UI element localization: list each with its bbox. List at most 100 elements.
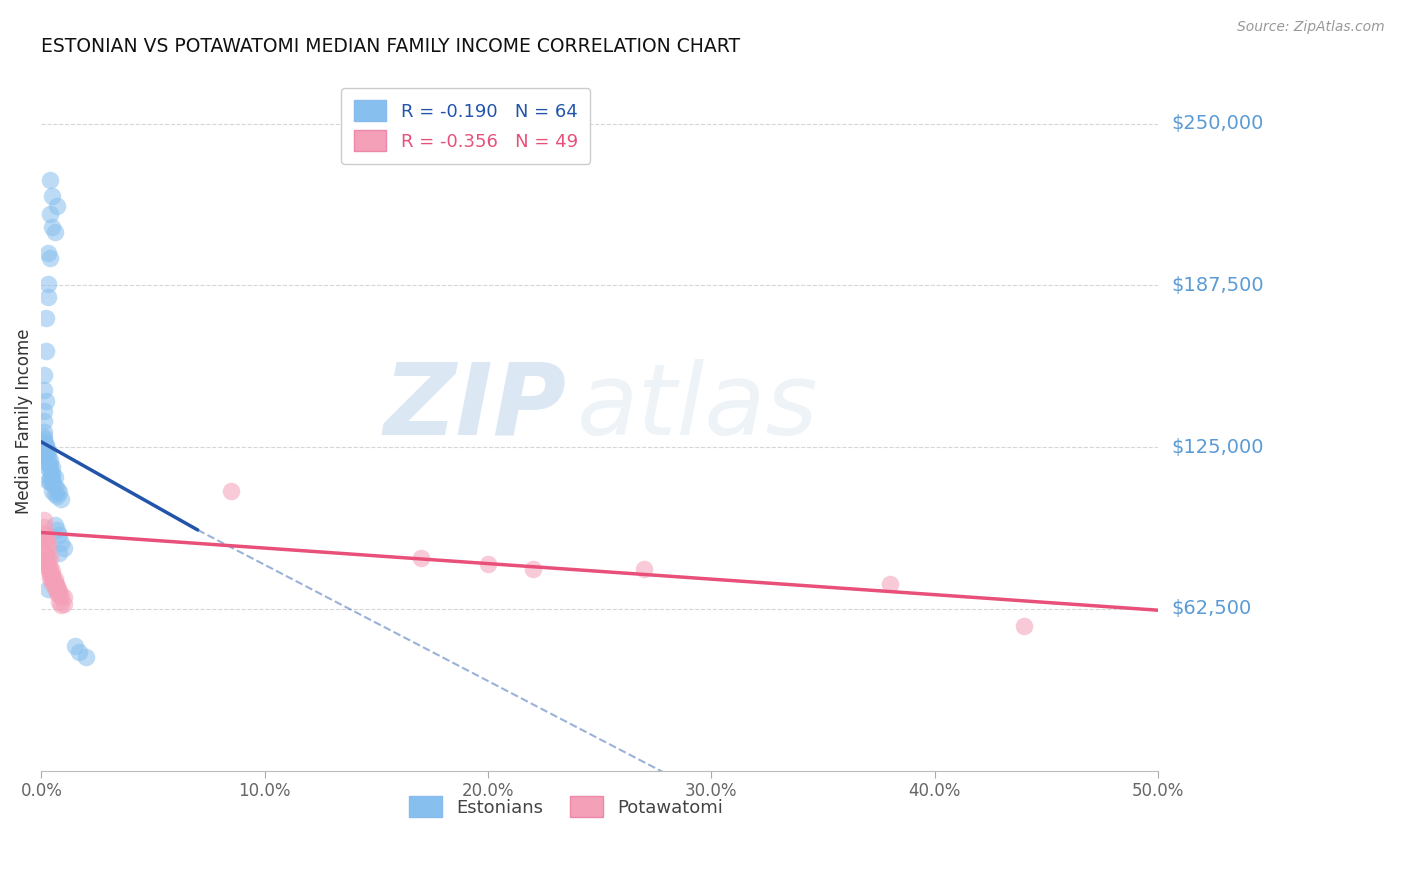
Point <box>39 551 62 566</box>
Point <box>409 551 432 566</box>
Point <box>37 562 59 576</box>
Point <box>44 577 66 591</box>
Point <box>67 645 90 659</box>
Point <box>219 484 242 499</box>
Text: ZIP: ZIP <box>384 359 567 456</box>
Point <box>37 450 59 465</box>
Point <box>52 541 75 555</box>
Point <box>39 471 62 485</box>
Point <box>44 572 66 586</box>
Point <box>44 517 66 532</box>
Point <box>44 225 66 239</box>
Point <box>41 189 63 203</box>
Point <box>35 531 58 545</box>
Point <box>35 344 58 359</box>
Point <box>46 523 69 537</box>
Point <box>48 546 70 560</box>
Text: Source: ZipAtlas.com: Source: ZipAtlas.com <box>1237 20 1385 34</box>
Text: ESTONIAN VS POTAWATOMI MEDIAN FAMILY INCOME CORRELATION CHART: ESTONIAN VS POTAWATOMI MEDIAN FAMILY INC… <box>41 37 741 56</box>
Point <box>35 393 58 408</box>
Point <box>44 574 66 589</box>
Point <box>35 439 58 453</box>
Point <box>48 583 70 598</box>
Point <box>37 541 59 555</box>
Point <box>39 207 62 221</box>
Point <box>32 414 55 428</box>
Point <box>39 251 62 265</box>
Point <box>48 588 70 602</box>
Point <box>41 569 63 583</box>
Point <box>37 536 59 550</box>
Point <box>37 290 59 304</box>
Point <box>52 591 75 605</box>
Point <box>41 576 63 591</box>
Point <box>39 453 62 467</box>
Point <box>35 437 58 451</box>
Point <box>35 449 58 463</box>
Point <box>32 525 55 540</box>
Point <box>37 457 59 471</box>
Point <box>41 459 63 474</box>
Point <box>35 554 58 568</box>
Y-axis label: Median Family Income: Median Family Income <box>15 328 32 514</box>
Point <box>37 246 59 260</box>
Point <box>32 445 55 459</box>
Point <box>32 425 55 439</box>
Point <box>39 566 62 581</box>
Point <box>37 444 59 458</box>
Point <box>46 489 69 503</box>
Point <box>51 589 73 603</box>
Text: $125,000: $125,000 <box>1171 438 1264 457</box>
Point <box>41 476 63 491</box>
Point <box>32 368 55 382</box>
Point <box>41 473 63 487</box>
Point <box>63 640 86 654</box>
Point <box>35 310 58 325</box>
Point <box>522 562 544 576</box>
Text: atlas: atlas <box>578 359 818 456</box>
Point <box>75 649 97 664</box>
Point <box>41 565 63 579</box>
Point <box>35 546 58 560</box>
Point <box>39 458 62 473</box>
Point <box>41 466 63 480</box>
Point <box>46 580 69 594</box>
Text: $62,500: $62,500 <box>1171 599 1253 618</box>
Point <box>44 486 66 500</box>
Point <box>46 586 69 600</box>
Point <box>32 404 55 418</box>
Point <box>37 277 59 291</box>
Point <box>35 448 58 462</box>
Point <box>35 558 58 572</box>
Point <box>32 434 55 449</box>
Point <box>37 456 59 470</box>
Point <box>32 383 55 397</box>
Point <box>35 442 58 457</box>
Point <box>35 533 58 548</box>
Point <box>39 463 62 477</box>
Point <box>41 468 63 483</box>
Point <box>32 520 55 534</box>
Point <box>44 479 66 493</box>
Point <box>35 446 58 460</box>
Point <box>48 595 70 609</box>
Point <box>39 560 62 574</box>
Point <box>39 566 62 580</box>
Point <box>39 571 62 585</box>
Point <box>41 220 63 235</box>
Point <box>46 482 69 496</box>
Point <box>41 568 63 582</box>
Point <box>32 543 55 558</box>
Point <box>48 528 70 542</box>
Text: $250,000: $250,000 <box>1171 114 1264 133</box>
Point <box>39 173 62 187</box>
Point <box>32 440 55 454</box>
Point <box>37 557 59 571</box>
Point <box>44 470 66 484</box>
Point <box>46 199 69 213</box>
Point <box>37 582 59 597</box>
Point <box>32 512 55 526</box>
Point <box>41 574 63 588</box>
Point <box>32 430 55 444</box>
Point <box>51 598 73 612</box>
